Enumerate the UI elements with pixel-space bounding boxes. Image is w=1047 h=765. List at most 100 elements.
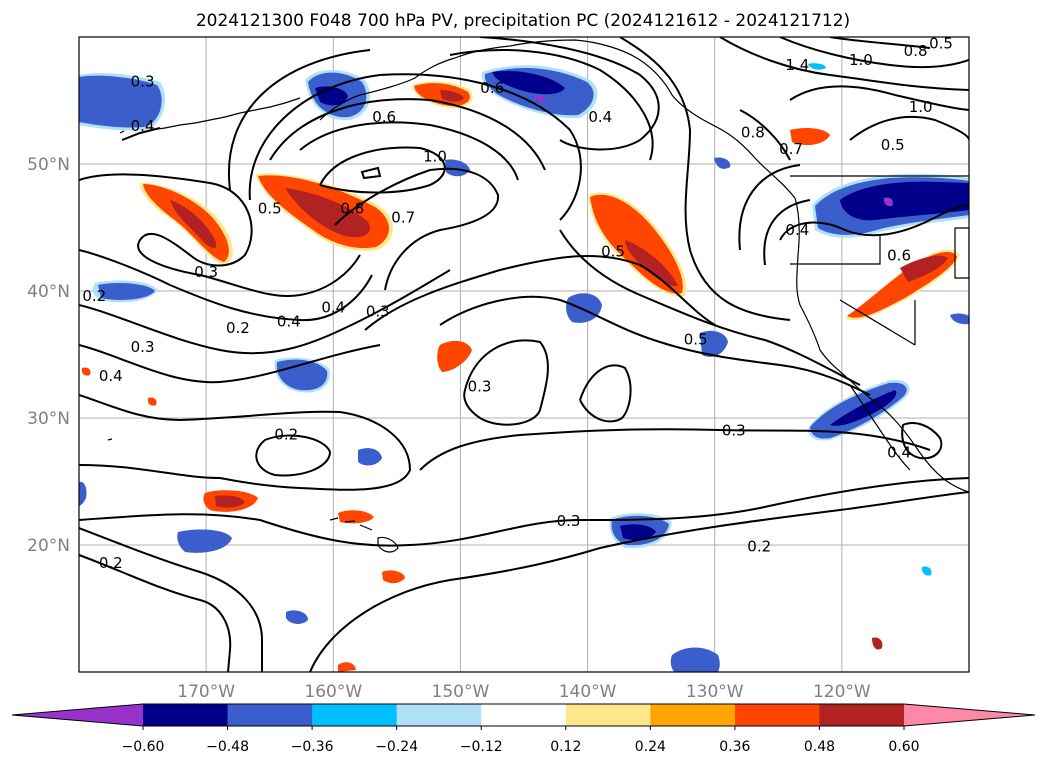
- pv-contour: [309, 491, 969, 672]
- colorbar-tick-label: 0.12: [550, 739, 581, 755]
- colorbar-segment: [396, 704, 482, 726]
- precip-blob: [81, 367, 91, 376]
- colorbar-tick-label: −0.60: [122, 739, 165, 755]
- colorbar-segment: [650, 704, 736, 726]
- pv-contour-label: 0.8: [741, 123, 765, 141]
- pv-contour-label: 1.0: [909, 98, 933, 116]
- pv-contour-label: 0.4: [99, 367, 123, 385]
- colorbar-tick-label: 0.24: [635, 739, 666, 755]
- pv-contour-label: 0.3: [131, 72, 155, 90]
- lat-tick-label: 50°N: [27, 155, 70, 175]
- pv-contour-label: 0.6: [372, 108, 396, 126]
- pv-contour: [79, 173, 361, 297]
- colorbar-tick-label: 0.48: [804, 739, 835, 755]
- pv-contour: [79, 249, 373, 322]
- precip-blob: [338, 510, 374, 524]
- colorbar-tick-label: 0.36: [719, 739, 750, 755]
- pv-contour: [319, 146, 446, 194]
- pv-contour: [360, 166, 382, 180]
- colorbar-segment: [819, 704, 905, 726]
- precip-blob: [921, 566, 932, 576]
- precip-blob: [358, 448, 382, 466]
- pv-contour: [79, 477, 969, 547]
- pv-contour: [227, 49, 371, 191]
- pv-contour: [79, 344, 381, 384]
- pv-contour: [901, 422, 943, 460]
- pv-contour-label: 0.4: [321, 299, 345, 317]
- precip-blob: [285, 188, 370, 238]
- lon-tick-label: 120°W: [813, 682, 871, 702]
- coastline-alaska: [319, 39, 796, 199]
- pv-contour: [79, 394, 412, 491]
- pv-contour-label: 0.8: [340, 199, 364, 217]
- coastline-north-america: [794, 197, 969, 493]
- precip-blob: [440, 90, 464, 102]
- pv-contour: [719, 37, 969, 91]
- pv-contour: [849, 116, 969, 141]
- pv-contour: [79, 269, 451, 355]
- pv-contour-label: 0.4: [785, 221, 809, 239]
- pv-contour: [255, 434, 332, 477]
- border-state-line: [790, 236, 881, 265]
- colorbar-segment: [481, 704, 567, 726]
- pv-contour: [334, 167, 500, 291]
- coastline-aleutians: [149, 97, 301, 131]
- precip-blob: [147, 397, 157, 406]
- precip-blob: [98, 283, 155, 300]
- pv-contour-label: 0.2: [226, 319, 250, 337]
- pv-contour-label: 0.5: [881, 136, 905, 154]
- pv-contour-label: 0.3: [131, 338, 155, 356]
- precip-blob: [790, 127, 830, 146]
- colorbar-segment: [565, 704, 651, 726]
- precipitation-shading: [79, 63, 969, 672]
- precip-blob: [840, 181, 969, 221]
- pv-contour-label: 0.3: [557, 512, 581, 530]
- precip-blob: [170, 200, 217, 249]
- pv-contour: [419, 428, 931, 471]
- precip-blob: [79, 75, 162, 128]
- pv-contour-label: 0.7: [779, 140, 803, 158]
- pv-contour: [269, 98, 546, 171]
- precip-blob: [700, 330, 728, 357]
- colorbar-tick-label: −0.36: [291, 739, 334, 755]
- precip-blob: [79, 481, 87, 506]
- colorbar-extend-high: [904, 704, 1035, 726]
- pv-contour-label: 0.4: [588, 108, 612, 126]
- small-island: [119, 130, 125, 134]
- lat-tick-label: 40°N: [27, 282, 70, 302]
- precip-blob: [900, 255, 948, 282]
- lon-tick-label: 140°W: [559, 682, 617, 702]
- lon-tick-label: 130°W: [686, 682, 744, 702]
- pv-contour-label: 0.4: [887, 443, 911, 461]
- border-state-line: [954, 227, 969, 279]
- precip-blob: [830, 390, 897, 426]
- precip-blob: [535, 95, 545, 103]
- pv-contour: [579, 364, 632, 423]
- precip-blob: [670, 647, 720, 672]
- border-state-line: [839, 299, 916, 346]
- lat-tick-label: 20°N: [27, 536, 70, 556]
- pv-contour: [763, 199, 811, 266]
- pv-contour-label: 0.8: [904, 42, 928, 60]
- precip-blob: [566, 293, 602, 323]
- colorbar-tick-label: −0.24: [375, 739, 418, 755]
- pv-contour: [299, 121, 519, 181]
- coastlines: [107, 39, 969, 553]
- precip-blob: [808, 63, 826, 70]
- precip-blob: [950, 313, 969, 325]
- pv-contour: [79, 527, 263, 672]
- latitude-tick-labels: 50°N 40°N 30°N 20°N: [27, 155, 70, 556]
- colorbar-segments: [12, 704, 1035, 726]
- colorbar-tick-label: −0.12: [460, 739, 503, 755]
- lon-tick-label: 170°W: [177, 682, 235, 702]
- precip-blob: [286, 610, 308, 624]
- pv-contour-label: 0.2: [99, 554, 123, 572]
- pv-contour-label: 0.7: [391, 208, 415, 226]
- pv-contours: [79, 37, 969, 672]
- pv-contour-label: 1.0: [849, 51, 873, 69]
- precip-negative: [79, 63, 969, 672]
- precip-blob: [215, 495, 245, 508]
- pv-contour-label: 0.6: [887, 246, 911, 264]
- map-title: 2024121300 F048 700 hPa PV, precipitatio…: [196, 11, 850, 31]
